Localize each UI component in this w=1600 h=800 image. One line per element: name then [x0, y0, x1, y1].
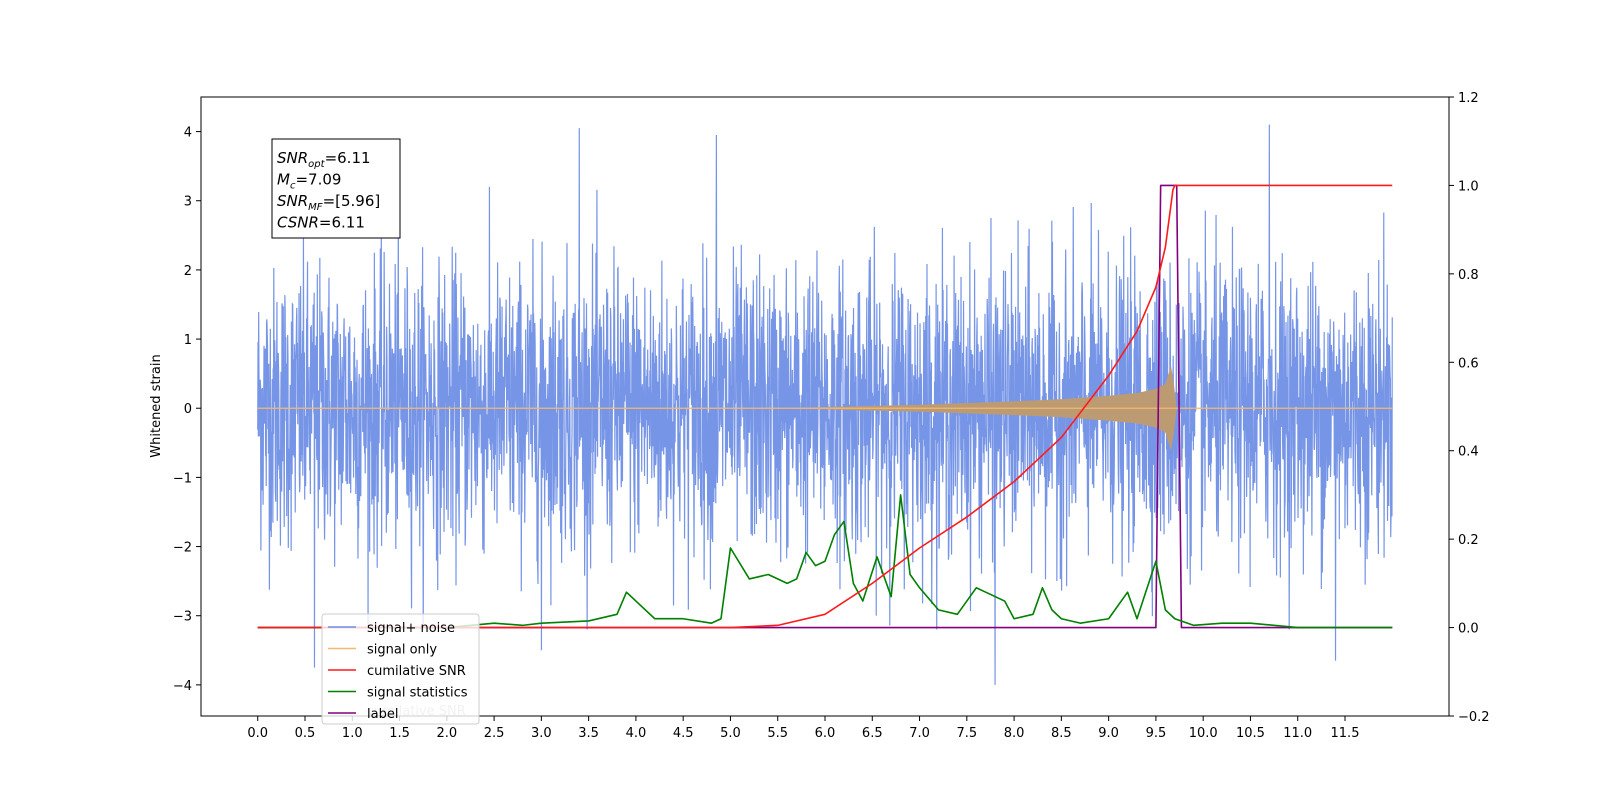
- x-tick-label: 6.0: [815, 726, 836, 741]
- x-tick-label: 9.0: [1098, 726, 1119, 741]
- signal-noise-line: [257, 124, 1393, 685]
- x-tick-label: 8.5: [1051, 726, 1072, 741]
- x-tick-label: 5.0: [720, 726, 741, 741]
- signal-only-series: [257, 365, 1393, 451]
- y-tick-label-right: 0.0: [1458, 622, 1479, 637]
- annotation-box: [271, 138, 401, 239]
- cumulative-snr-line: [257, 184, 1393, 629]
- legend-label: signal statistics: [367, 686, 468, 701]
- x-tick-label: 3.5: [578, 726, 599, 741]
- annotation-line: Mc=7.09: [277, 171, 341, 192]
- annotation-line: SNRopt=6.11: [277, 149, 371, 170]
- y-tick-label-right: 0.8: [1458, 268, 1479, 283]
- signal-statistics-line: [257, 494, 1393, 629]
- x-tick-label: 10.0: [1189, 726, 1218, 741]
- y-tick-label-left: 3: [184, 195, 192, 210]
- x-tick-label: 7.5: [956, 726, 977, 741]
- label-line: [257, 184, 1393, 629]
- y-tick-label-left: −3: [173, 610, 192, 625]
- legend-label: cumilative SNR: [367, 664, 466, 679]
- y-tick-label-right: 1.2: [1458, 91, 1479, 106]
- y-axis-label: Whitened strain: [149, 354, 164, 457]
- y-tick-label-right: −0.2: [1458, 710, 1490, 725]
- y-tick-label-right: 0.6: [1458, 356, 1479, 371]
- x-tick-label: 8.0: [1004, 726, 1025, 741]
- annotation-line: CSNR=6.11: [277, 214, 365, 232]
- x-tick-label: 9.5: [1146, 726, 1167, 741]
- x-tick-label: 0.5: [295, 726, 316, 741]
- x-tick-label: 0.0: [247, 726, 268, 741]
- signal-noise-series: [257, 124, 1393, 685]
- x-tick-label: 2.0: [436, 726, 457, 741]
- y-tick-label-left: −2: [173, 541, 192, 556]
- y-tick-label-left: 4: [184, 126, 192, 141]
- x-tick-label: 1.5: [389, 726, 410, 741]
- legend-label: label: [367, 707, 398, 722]
- y-tick-label-right: 0.4: [1458, 445, 1479, 460]
- y-tick-label-left: 2: [184, 264, 192, 279]
- x-tick-label: 6.5: [862, 726, 883, 741]
- legend-label: signal only: [367, 643, 437, 658]
- x-tick-label: 7.0: [909, 726, 930, 741]
- x-tick-label: 10.5: [1236, 726, 1265, 741]
- x-tick-label: 3.0: [531, 726, 552, 741]
- y-tick-label-right: 1.0: [1458, 179, 1479, 194]
- x-tick-label: 11.0: [1283, 726, 1312, 741]
- x-tick-label: 4.5: [673, 726, 694, 741]
- y-tick-label-left: −1: [173, 471, 192, 486]
- x-tick-label: 1.0: [342, 726, 363, 741]
- y-tick-label-right: 0.2: [1458, 533, 1479, 548]
- x-tick-label: 2.5: [484, 726, 505, 741]
- legend-label: signal+ noise: [367, 621, 455, 636]
- y-tick-label-left: −4: [173, 679, 192, 694]
- annotation-line: SNRMF=[5.96]: [277, 192, 380, 213]
- y-tick-label-left: 1: [184, 333, 192, 348]
- legend-box: [321, 613, 480, 725]
- y-tick-label-left: 0: [184, 402, 192, 417]
- x-tick-label: 5.5: [767, 726, 788, 741]
- x-tick-label: 4.0: [626, 726, 647, 741]
- x-tick-label: 11.5: [1331, 726, 1360, 741]
